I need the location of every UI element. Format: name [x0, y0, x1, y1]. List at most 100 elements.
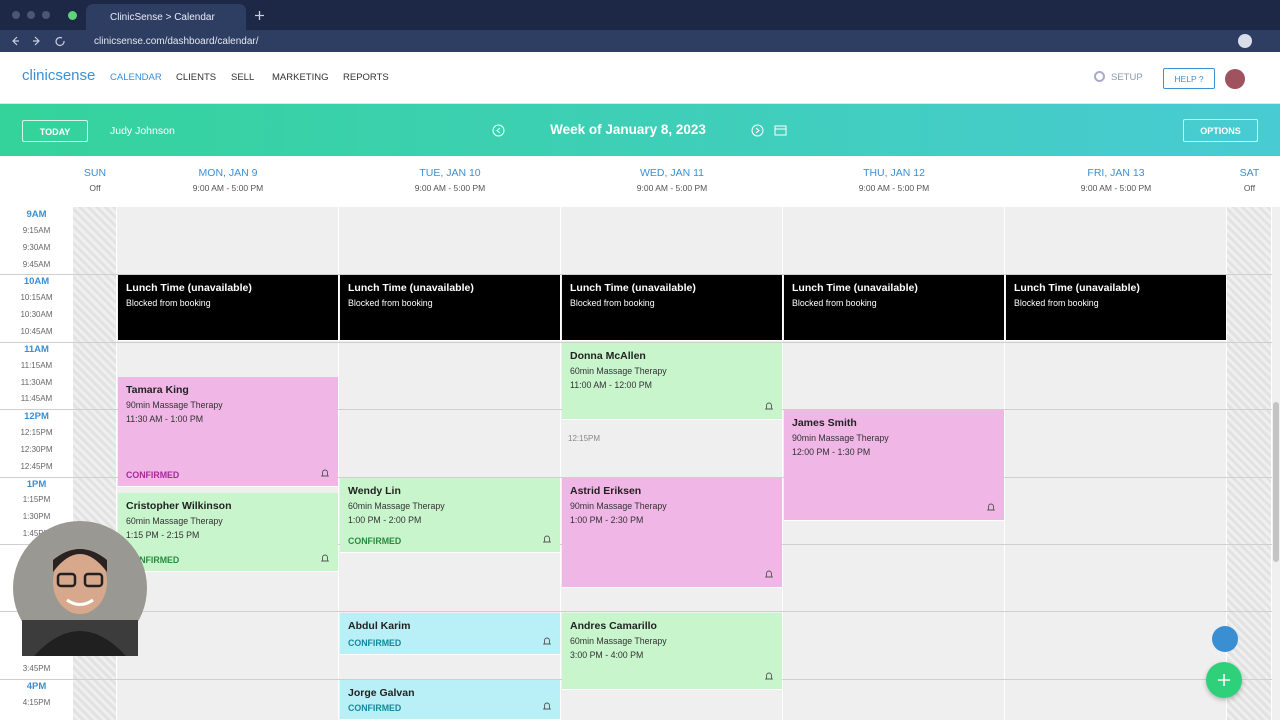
- appointment[interactable]: Wendy Lin 60min Massage Therapy 1:00 PM - …: [340, 478, 560, 553]
- day-hours[interactable]: Off: [89, 183, 101, 193]
- appointment-detail: 90min Massage Therapy: [792, 433, 889, 443]
- day-header: SUN Off MON, JAN 9 9:00 AM - 5:00 PM TUE, JA…: [0, 156, 1280, 208]
- appointment-status: CONFIRMED: [348, 638, 402, 648]
- nav-arrows[interactable]: [10, 35, 70, 47]
- avatar[interactable]: [1225, 69, 1245, 89]
- day-name: SAT: [1239, 167, 1260, 179]
- address-bar-row: clinicsense.com/dashboard/calendar/: [0, 30, 1280, 52]
- appointment-detail: 11:30 AM - 1:00 PM: [126, 414, 204, 424]
- status-dot: [68, 11, 77, 20]
- appointment-title: Lunch Time (unavailable): [348, 282, 474, 294]
- appointment[interactable]: Jorge Galvan CONFIRMED: [340, 680, 560, 720]
- appointment-title: Cristopher Wilkinson: [126, 500, 232, 512]
- logo[interactable]: clinicsense: [22, 67, 96, 84]
- appointment-detail: Blocked from booking: [348, 298, 433, 308]
- appointment[interactable]: Lunch Time (unavailable) Blocked from boo…: [340, 275, 560, 341]
- time-label: 12:30PM: [20, 444, 53, 454]
- nav-item[interactable]: MARKETING: [272, 72, 329, 83]
- time-label: 10:30AM: [20, 310, 53, 320]
- webcam-overlay: [13, 521, 147, 656]
- day-hours[interactable]: 9:00 AM - 5:00 PM: [858, 183, 930, 193]
- new-tab-icon[interactable]: [254, 10, 265, 21]
- appointment[interactable]: Donna McAllen 60min Massage Therapy 11:00 …: [562, 343, 782, 420]
- nav-item[interactable]: REPORTS: [343, 72, 389, 83]
- time-label: 1PM: [26, 478, 47, 490]
- help-button[interactable]: HELP ?: [1163, 68, 1215, 89]
- window-dot: [42, 11, 50, 19]
- time-label: 1:15PM: [22, 495, 51, 505]
- day-name: MON, JAN 9: [198, 167, 258, 179]
- prev-week[interactable]: [492, 124, 505, 137]
- reminder-icon: [321, 469, 329, 477]
- hover-slot[interactable]: 12:15PM: [568, 434, 601, 443]
- appointment[interactable]: Lunch Time (unavailable) Blocked from boo…: [1006, 275, 1226, 341]
- appointment-detail: Blocked from booking: [792, 298, 877, 308]
- appointment-title: Jorge Galvan: [348, 687, 415, 699]
- time-label: 4:15PM: [22, 697, 51, 707]
- reminder-icon: [543, 702, 551, 710]
- day-hours[interactable]: 9:00 AM - 5:00 PM: [1080, 183, 1152, 193]
- options-button[interactable]: OPTIONS: [1183, 119, 1258, 142]
- add-fab[interactable]: [1206, 662, 1242, 698]
- scroll-thumb[interactable]: [1273, 402, 1279, 562]
- hour-line: [0, 611, 1272, 612]
- appointment[interactable]: Cristopher Wilkinson 60min Massage Therap…: [118, 493, 338, 572]
- setup-link[interactable]: SETUP: [1111, 72, 1143, 83]
- browser-tab[interactable]: ClinicSense > Calendar: [86, 4, 246, 30]
- appointment-detail: 60min Massage Therapy: [126, 516, 223, 526]
- appointment[interactable]: Andres Camarillo 60min Massage Therapy 3:0…: [562, 613, 782, 690]
- appointment-detail: 60min Massage Therapy: [570, 366, 667, 376]
- staff-select[interactable]: Judy Johnson: [110, 125, 175, 137]
- reminder-icon: [765, 672, 773, 680]
- time-label: 12:15PM: [20, 428, 53, 438]
- appointment-detail: 3:00 PM - 4:00 PM: [570, 650, 644, 660]
- reminder-icon: [543, 535, 551, 543]
- profile-icon[interactable]: [1238, 34, 1252, 48]
- window-dot: [27, 11, 35, 19]
- scrollbar[interactable]: [1272, 207, 1280, 720]
- appointment-status: CONFIRMED: [348, 703, 402, 713]
- appointment-detail: 12:00 PM - 1:30 PM: [792, 447, 871, 457]
- appointment-title: Wendy Lin: [348, 485, 401, 497]
- time-label: 11:45AM: [20, 394, 53, 404]
- calendar-toolbar: TODAY Judy Johnson Week of January 8, 20…: [0, 104, 1280, 156]
- appointment[interactable]: Astrid Eriksen 90min Massage Therapy 1:00 …: [562, 478, 782, 588]
- appointment[interactable]: Abdul Karim CONFIRMED: [340, 613, 560, 655]
- reminder-icon: [543, 637, 551, 645]
- appointment[interactable]: Tamara King 90min Massage Therapy 11:30 AM…: [118, 377, 338, 487]
- next-week[interactable]: [751, 124, 764, 137]
- appointment-detail: 60min Massage Therapy: [570, 636, 667, 646]
- reminder-icon: [987, 503, 995, 511]
- day-name: THU, JAN 12: [863, 167, 925, 179]
- today-button[interactable]: TODAY: [22, 120, 88, 142]
- nav-item[interactable]: SELL: [231, 72, 255, 83]
- day-name: TUE, JAN 10: [419, 167, 481, 179]
- day-hours[interactable]: 9:00 AM - 5:00 PM: [414, 183, 486, 193]
- appointment-title: Astrid Eriksen: [570, 485, 642, 497]
- time-label: 10AM: [23, 276, 50, 288]
- nav-item[interactable]: CLIENTS: [176, 72, 217, 83]
- appointment[interactable]: James Smith 90min Massage Therapy 12:00 PM…: [784, 410, 1004, 521]
- day-hours[interactable]: 9:00 AM - 5:00 PM: [636, 183, 708, 193]
- appointment-title: Andres Camarillo: [570, 620, 657, 632]
- time-label: 12PM: [24, 411, 49, 423]
- calendar-picker[interactable]: [774, 124, 787, 136]
- appointment-title: Tamara King: [126, 384, 189, 396]
- appointment[interactable]: Lunch Time (unavailable) Blocked from boo…: [784, 275, 1004, 341]
- time-label: 4PM: [26, 680, 47, 692]
- browser-tab-bar: ClinicSense > Calendar: [0, 0, 1280, 30]
- setup-icon: [1094, 71, 1105, 82]
- calendar-fab[interactable]: [1212, 626, 1238, 652]
- appointment-detail: 11:00 AM - 12:00 PM: [570, 380, 652, 390]
- week-title: Week of January 8, 2023: [550, 122, 706, 137]
- day-hours[interactable]: Off: [1243, 183, 1256, 193]
- appointment[interactable]: Lunch Time (unavailable) Blocked from boo…: [118, 275, 338, 341]
- day-hours[interactable]: 9:00 AM - 5:00 PM: [192, 183, 264, 193]
- hour-line: [0, 342, 1272, 343]
- appointment[interactable]: Lunch Time (unavailable) Blocked from boo…: [562, 275, 782, 341]
- calendar-grid: 9AM 9:15AM 9:30AM 9:45AM 10AM 10:15AM 10:30AM 1…: [0, 207, 1272, 720]
- nav-item[interactable]: CALENDAR: [110, 72, 162, 83]
- url-field[interactable]: clinicsense.com/dashboard/calendar/: [94, 36, 259, 47]
- appointment-detail: 1:15 PM - 2:15 PM: [126, 530, 200, 540]
